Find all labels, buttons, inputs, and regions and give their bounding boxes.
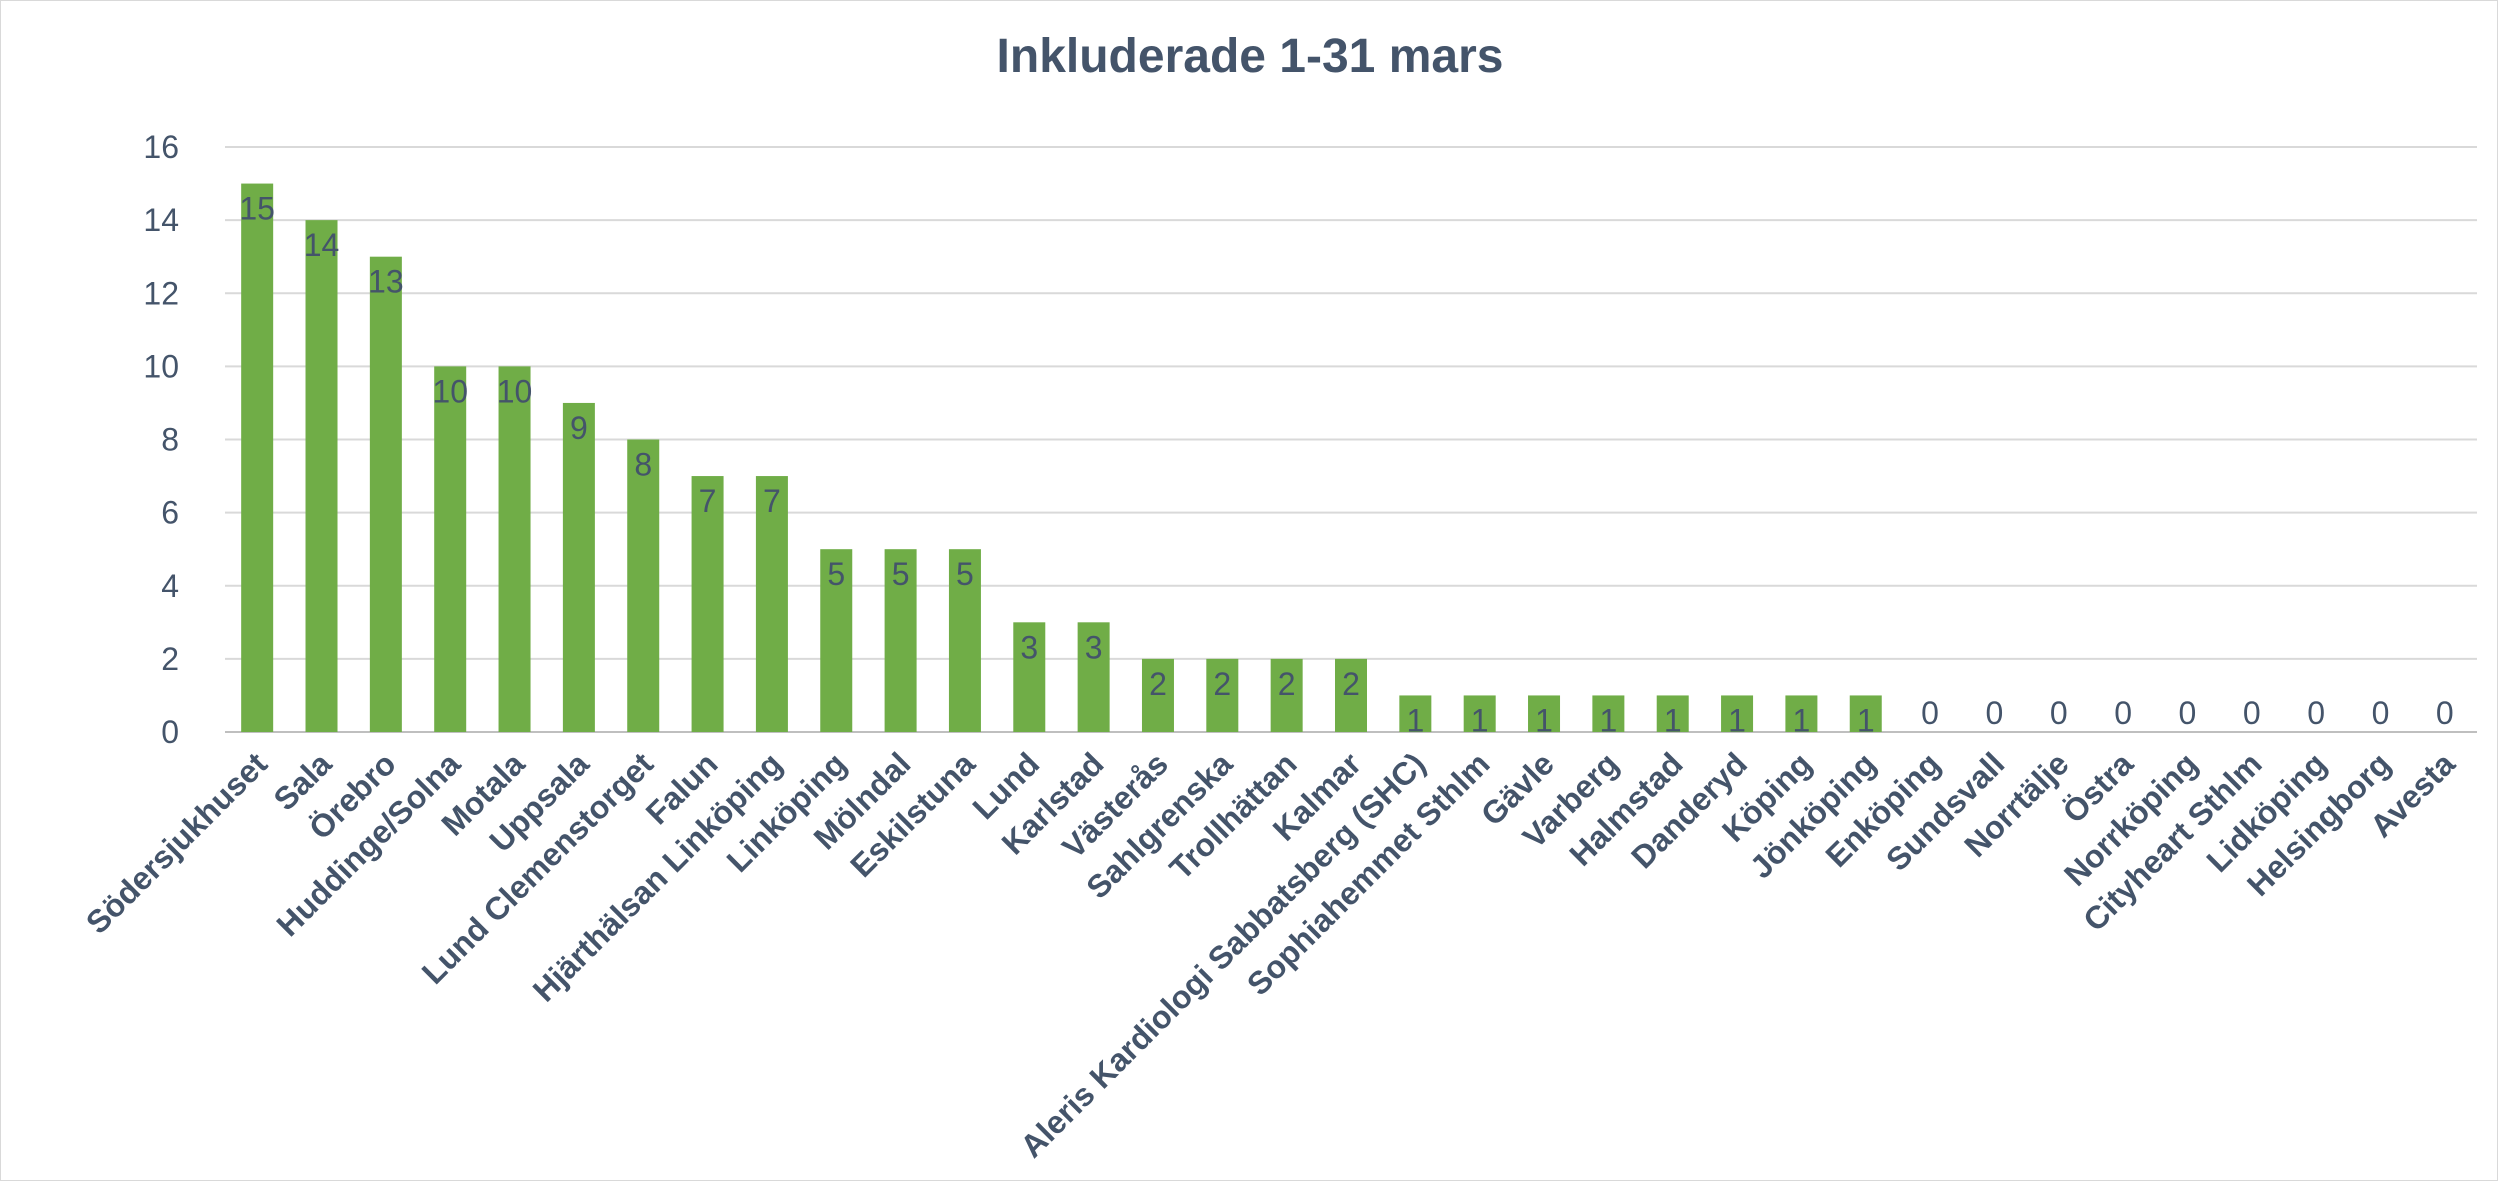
data-label: 1: [1406, 702, 1424, 738]
bar: [884, 549, 917, 732]
bar: [498, 366, 531, 732]
y-tick-label: 10: [143, 348, 179, 384]
bar: [1013, 622, 1046, 732]
bar: [434, 366, 467, 732]
bar: [691, 476, 724, 732]
bars: [241, 183, 1882, 732]
bar: [1206, 658, 1239, 732]
bar: [1141, 658, 1174, 732]
y-axis-ticks: 0 2 4 6 8 10 12 14 16: [143, 129, 179, 750]
bar: [369, 256, 402, 732]
y-tick-label: 2: [161, 641, 179, 677]
data-label: 5: [956, 556, 974, 592]
data-label: 0: [2436, 695, 2454, 731]
data-label: 0: [2179, 695, 2197, 731]
bar: [1849, 695, 1882, 732]
bar: [948, 549, 981, 732]
gridlines: [225, 146, 2477, 733]
bar: [1463, 695, 1496, 732]
data-label: 7: [763, 483, 781, 519]
bar: [562, 402, 595, 732]
data-label: 13: [368, 264, 404, 300]
data-label: 7: [699, 483, 717, 519]
data-label: 10: [432, 373, 468, 409]
data-label: 10: [497, 373, 533, 409]
data-label: 0: [2372, 695, 2390, 731]
data-label: 2: [1149, 666, 1167, 702]
bar: [1077, 622, 1110, 732]
bar: [1399, 695, 1432, 732]
bar: [1270, 658, 1303, 732]
y-tick-label: 12: [143, 275, 179, 311]
data-label: 15: [239, 191, 275, 227]
y-tick-label: 8: [161, 422, 179, 458]
bar: [755, 476, 788, 732]
y-tick-label: 6: [161, 495, 179, 531]
bar: [1528, 695, 1561, 732]
data-label: 5: [827, 556, 845, 592]
data-label: 0: [2243, 695, 2261, 731]
data-label: 1: [1793, 702, 1811, 738]
x-tick-label: Södersjukhuset: [79, 745, 274, 940]
bar: [627, 439, 660, 732]
data-label: 0: [1921, 695, 1939, 731]
y-tick-label: 0: [161, 714, 179, 750]
y-tick-label: 14: [143, 202, 179, 238]
data-label: 14: [304, 227, 340, 263]
bar: [305, 220, 338, 732]
data-label: 2: [1213, 666, 1231, 702]
data-label: 0: [1986, 695, 2004, 731]
bar: [241, 183, 274, 732]
x-axis-ticks: SödersjukhusetSalaÖrebroHuddinge/SolnaMo…: [79, 745, 2462, 1164]
data-label: 1: [1728, 702, 1746, 738]
data-label: 1: [1664, 702, 1682, 738]
data-label: 0: [2050, 695, 2068, 731]
data-label: 3: [1085, 629, 1103, 665]
data-label: 0: [2307, 695, 2325, 731]
data-label: 3: [1020, 629, 1038, 665]
bar: [1785, 695, 1818, 732]
data-label: 1: [1471, 702, 1489, 738]
bar: [1592, 695, 1625, 732]
data-label: 1: [1535, 702, 1553, 738]
y-tick-label: 4: [161, 568, 179, 604]
data-label: 9: [570, 410, 588, 446]
bar: [1656, 695, 1689, 732]
data-label: 1: [1857, 702, 1875, 738]
data-label: 1: [1599, 702, 1617, 738]
bar: [820, 549, 853, 732]
bar: [1335, 658, 1367, 732]
y-tick-label: 16: [143, 129, 179, 165]
data-label: 5: [892, 556, 910, 592]
bar: [1721, 695, 1754, 732]
data-label: 0: [2114, 695, 2132, 731]
data-label: 8: [634, 447, 652, 483]
chart-title: Inkluderade 1-31 mars: [997, 30, 1504, 83]
data-label: 2: [1342, 666, 1360, 702]
data-label: 2: [1278, 666, 1296, 702]
